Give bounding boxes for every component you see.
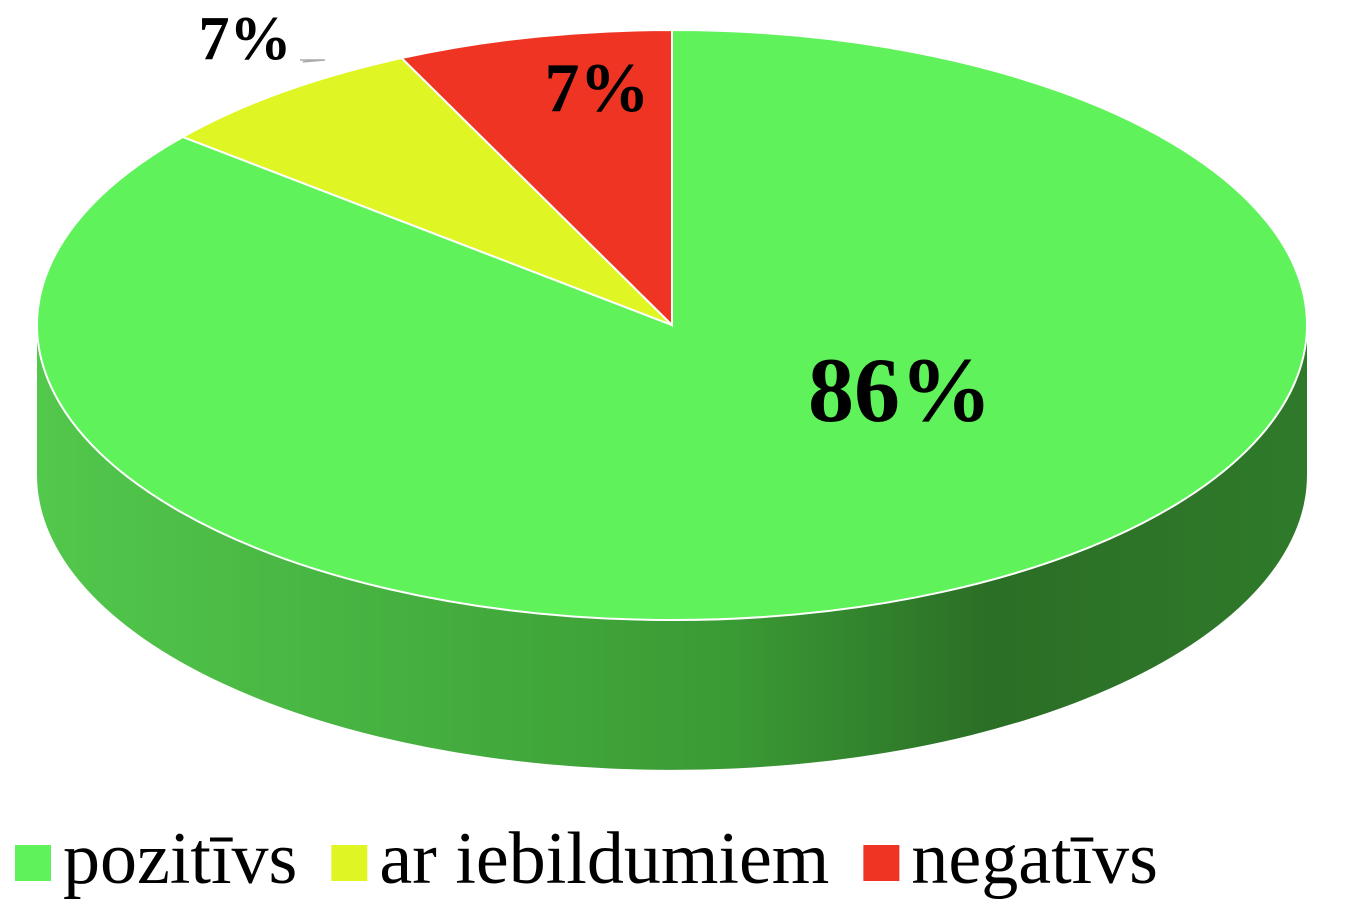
leader-line — [300, 59, 326, 63]
pie-slice — [180, 56, 673, 326]
pie-slice — [36, 28, 1308, 621]
legend-label: ar iebildumiem — [379, 818, 829, 900]
legend-label: negatīvs — [911, 818, 1158, 900]
data-label: 7% — [199, 5, 292, 73]
legend-label: pozitīvs — [63, 818, 297, 900]
data-label: 7% — [545, 50, 650, 127]
data-label: 86% — [808, 339, 992, 441]
legend-swatch — [15, 845, 51, 881]
legend-swatch — [863, 845, 900, 881]
legend-swatch — [331, 845, 368, 881]
pie-side — [37, 325, 1307, 770]
pie-slice — [399, 28, 673, 328]
